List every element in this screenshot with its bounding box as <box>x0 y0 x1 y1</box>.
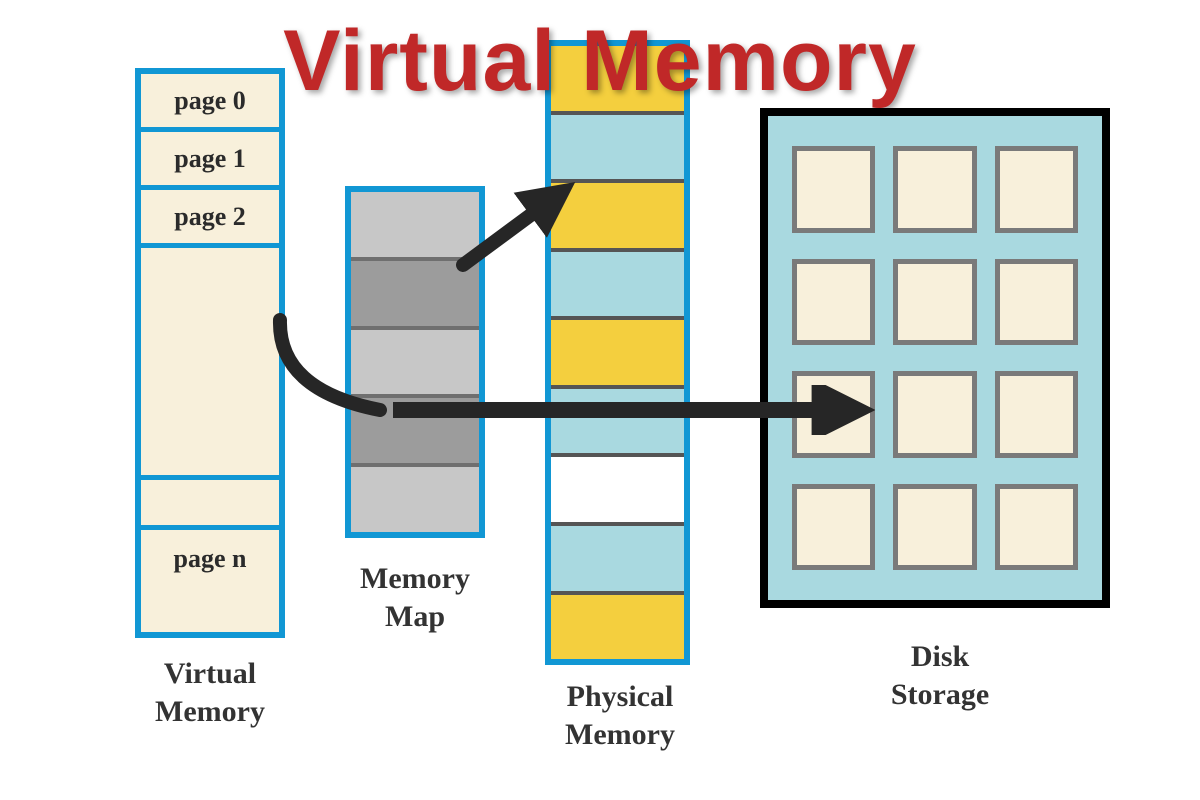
pm-row-6 <box>551 457 684 526</box>
disk-cell <box>792 259 875 346</box>
pm-row-1 <box>551 115 684 184</box>
pm-row-8 <box>551 595 684 660</box>
physical-memory-column <box>545 40 690 665</box>
mm-label: Memory Map <box>320 560 510 635</box>
vm-middle-gap <box>141 248 279 480</box>
disk-storage-box <box>760 108 1110 608</box>
disk-cell <box>893 484 976 571</box>
pm-row-7 <box>551 526 684 595</box>
disk-cell <box>995 484 1078 571</box>
disk-cell <box>792 146 875 233</box>
disk-cell <box>893 371 976 458</box>
vm-small-gap <box>141 480 279 530</box>
vm-page-1: page 1 <box>141 132 279 190</box>
disk-cell <box>893 259 976 346</box>
pm-row-4 <box>551 320 684 389</box>
vm-label: Virtual Memory <box>120 655 300 730</box>
page-title: Virtual Memory <box>0 12 1200 111</box>
disk-cell <box>995 146 1078 233</box>
mm-row-4 <box>351 467 479 532</box>
disk-cell <box>995 371 1078 458</box>
arrow-mm-to-disk-icon <box>385 385 875 435</box>
disk-label: Disk Storage <box>850 638 1030 713</box>
disk-cell <box>893 146 976 233</box>
disk-cell <box>995 259 1078 346</box>
pm-label: Physical Memory <box>530 678 710 753</box>
arrow-mm-to-pm-icon <box>445 175 585 285</box>
vm-page-2: page 2 <box>141 190 279 248</box>
disk-cell <box>792 484 875 571</box>
vm-page-n: page n <box>141 530 279 588</box>
